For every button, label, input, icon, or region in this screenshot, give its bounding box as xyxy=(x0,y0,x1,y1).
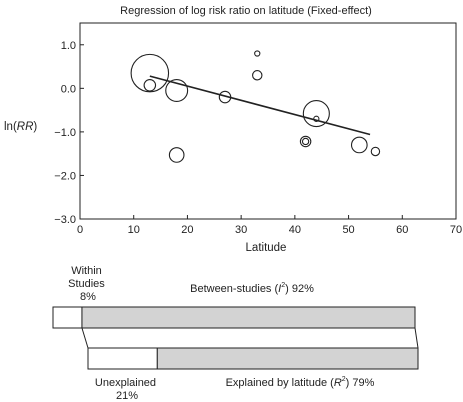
x-tick-label: 70 xyxy=(450,224,462,236)
x-tick-label: 20 xyxy=(181,224,193,236)
within-studies-label: Within Studies 8% xyxy=(68,265,108,303)
study-point xyxy=(301,137,310,146)
x-tick-label: 50 xyxy=(342,224,354,236)
study-point xyxy=(252,70,263,81)
bar-segment-within-studies xyxy=(52,306,83,329)
connector-line-right xyxy=(414,327,419,349)
between-studies-label: Between-studies (I2) 92% xyxy=(190,282,314,295)
y-axis-label: ln(RR) xyxy=(4,121,37,133)
study-point xyxy=(370,146,381,157)
x-axis: 0 10 20 30 40 50 60 70 xyxy=(77,215,462,236)
plot-area xyxy=(79,22,457,220)
bar-bottom xyxy=(87,347,419,370)
y-tick-label: −1.0 xyxy=(54,127,76,139)
bar-top xyxy=(52,306,416,329)
x-tick-label: 60 xyxy=(396,224,408,236)
bar-segment-unexplained xyxy=(87,347,158,370)
unexplained-label: Unexplained 21% xyxy=(95,377,159,402)
chart-title: Regression of log risk ratio on latitude… xyxy=(120,5,372,17)
regression-line xyxy=(149,75,371,136)
study-point xyxy=(302,100,330,128)
study-point xyxy=(299,135,312,148)
study-point xyxy=(168,147,185,163)
y-tick-label: −2.0 xyxy=(54,170,76,182)
x-axis-label: Latitude xyxy=(246,242,287,254)
scatter-points xyxy=(130,50,381,163)
x-tick-label: 30 xyxy=(235,224,247,236)
study-point xyxy=(130,53,170,93)
y-tick-label: −3.0 xyxy=(54,214,76,226)
study-point xyxy=(165,79,189,102)
y-tick-label: 0.0 xyxy=(61,83,76,95)
y-tick-label: 1.0 xyxy=(61,40,76,52)
explained-label: Explained by latitude (R2) 79% xyxy=(226,376,375,389)
bar-segment-explained xyxy=(156,347,419,370)
study-point xyxy=(350,136,368,154)
x-tick-label: 10 xyxy=(128,224,140,236)
x-tick-label: 0 xyxy=(77,224,83,236)
study-point xyxy=(143,79,157,92)
study-point xyxy=(254,50,261,57)
x-tick-label: 40 xyxy=(289,224,301,236)
y-axis: 1.0 0.0 −1.0 −2.0 −3.0 xyxy=(54,40,84,226)
bar-segment-between-studies xyxy=(81,306,416,329)
connector-line-left xyxy=(81,327,89,349)
